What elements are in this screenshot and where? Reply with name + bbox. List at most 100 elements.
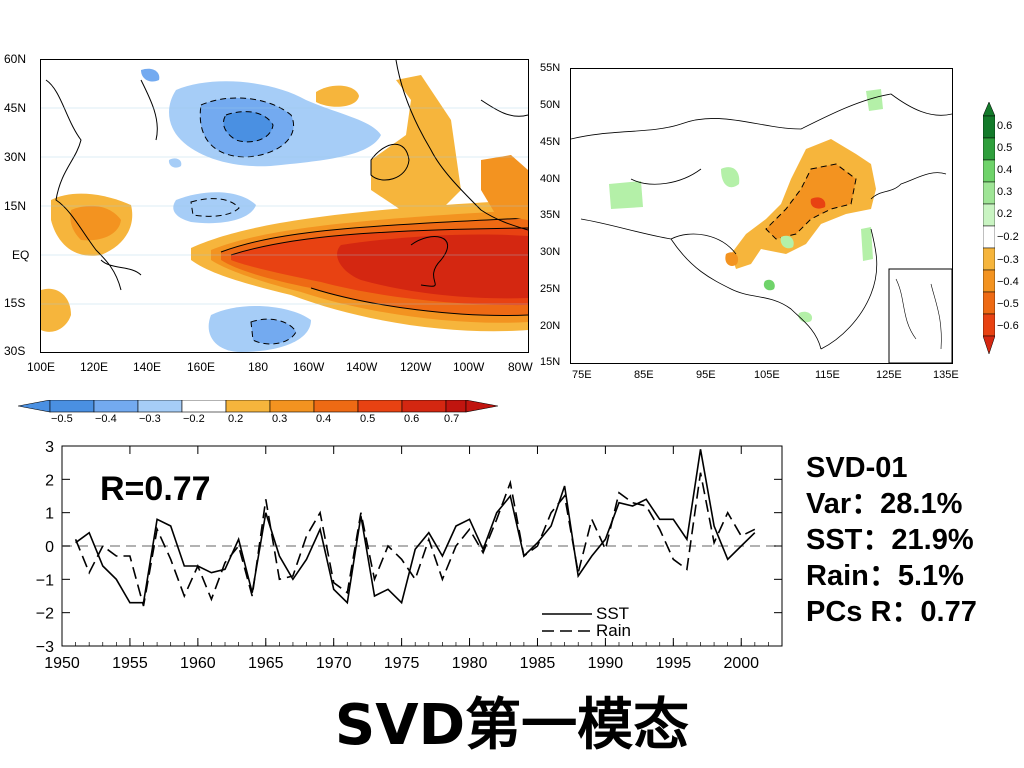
x-tick-label: 2000	[723, 655, 759, 672]
rain-neg-core	[810, 197, 826, 209]
series-line-rain	[74, 472, 756, 607]
rain-colorbar-label: −0.2	[997, 231, 1019, 243]
rain-map-xtick: 85E	[634, 369, 654, 381]
sst-map-xtick: 100E	[27, 360, 56, 374]
series-line-sst	[75, 449, 756, 605]
y-tick-label: −3	[36, 639, 54, 656]
page-title: SVD第一模态	[334, 693, 690, 758]
sst-map-xtick: 120W	[400, 360, 432, 374]
sst-colorbar-label: −0.5	[51, 413, 73, 425]
rain-neg-small	[725, 252, 739, 266]
rain-map	[570, 68, 953, 364]
rain-colorbar-label: −0.6	[997, 320, 1019, 332]
x-tick-label: 1985	[520, 655, 556, 672]
rain-map-ytick: 50N	[540, 99, 561, 111]
rain-pos-region	[866, 89, 883, 111]
rain-map-svg	[571, 89, 952, 363]
svd-var-label: Var：28.1%	[806, 488, 963, 520]
sst-colorbar-label: 0.5	[360, 413, 376, 425]
sst-pos-east-1	[481, 155, 528, 220]
rain-map-ytick: 55N	[540, 62, 561, 74]
rain-map-border	[571, 93, 952, 350]
rain-pos-region	[721, 167, 740, 188]
sst-neg-north-core	[223, 111, 273, 142]
sst-pos-coastal	[371, 75, 461, 210]
sst-map-ytick: 45N	[4, 101, 27, 115]
sst-map-ytick: EQ	[12, 248, 30, 262]
y-tick-label: 2	[45, 472, 54, 489]
sst-coastline-asia	[45, 79, 158, 291]
sst-colorbar-label: 0.7	[444, 413, 460, 425]
x-tick-label: 1975	[384, 655, 420, 672]
sst-neg-japan	[141, 68, 160, 82]
sst-coastline-america	[395, 60, 528, 231]
sst-map-xtick: 160E	[187, 360, 216, 374]
x-tick-label: 1960	[180, 655, 216, 672]
sst-pos-region-5	[337, 234, 528, 299]
y-tick-label: −1	[36, 572, 54, 589]
x-tick-label: 1955	[112, 655, 148, 672]
rain-map-xtick: 125E	[876, 369, 902, 381]
rain-map-ytick: 30N	[540, 246, 561, 258]
svd-rain-label: Rain：5.1%	[806, 560, 964, 592]
time-series-chart: 3 2 1 0 −1 −2 −3 1950 1955 1960 1965 1970 1975 1980 1…	[36, 439, 783, 672]
sst-pos-north	[316, 85, 359, 107]
sst-colorbar-label: −0.3	[139, 413, 161, 425]
rain-colorbar-label: −0.5	[997, 298, 1019, 310]
rain-map-xtick: 115E	[815, 369, 840, 381]
sst-map-ytick: 60N	[4, 52, 27, 66]
sst-map-ytick: 15S	[4, 296, 26, 310]
rain-map-ytick: 35N	[540, 209, 561, 221]
sst-map-xtick: 100W	[453, 360, 485, 374]
rain-colorbar	[983, 102, 995, 354]
rain-colorbar-label: 0.3	[997, 186, 1013, 198]
rain-map-coast	[870, 172, 947, 200]
y-tick-label: 1	[45, 506, 54, 523]
sst-neg-small	[168, 158, 182, 168]
sst-map-xtick: 140E	[133, 360, 162, 374]
rain-pos-region	[798, 311, 813, 323]
rain-map-xtick: 105E	[754, 369, 780, 381]
x-tick-label: 1950	[44, 655, 80, 672]
sst-map-ytick: 30S	[4, 344, 26, 358]
x-tick-label: 1995	[656, 655, 692, 672]
sst-map-xtick: 80W	[508, 360, 533, 374]
x-tick-label: 1965	[248, 655, 284, 672]
sst-pos-southwest	[41, 288, 71, 332]
sst-colorbar-label: −0.2	[183, 413, 205, 425]
sst-map-xtick: 120E	[80, 360, 109, 374]
rain-colorbar-label: −0.4	[997, 276, 1019, 288]
rain-pos-region	[609, 181, 643, 209]
rain-colorbar-label: 0.2	[997, 208, 1013, 220]
rain-map-ytick: 20N	[540, 320, 561, 332]
sst-colorbar-label: 0.3	[272, 413, 288, 425]
y-tick-label: 0	[45, 539, 54, 556]
x-tick-label: 1990	[588, 655, 624, 672]
rain-map-ytick: 15N	[540, 356, 561, 368]
rain-pos-region	[763, 279, 775, 291]
rain-colorbar-label: 0.5	[997, 142, 1013, 154]
correlation-annotation: R=0.77	[100, 470, 211, 508]
sst-map-ytick: 15N	[4, 199, 27, 213]
rain-pos-region	[780, 235, 794, 249]
rain-pos-region	[861, 227, 873, 261]
sst-map-svg	[41, 60, 528, 352]
rain-map-ytick: 45N	[540, 136, 561, 148]
sst-map-xtick: 140W	[346, 360, 378, 374]
x-tick-label: 1970	[316, 655, 352, 672]
rain-map-xtick: 95E	[696, 369, 716, 381]
legend-label-rain: Rain	[596, 621, 631, 640]
sst-colorbar	[18, 400, 498, 413]
x-tick-label: 1980	[452, 655, 488, 672]
y-tick-label: −2	[36, 606, 54, 623]
rain-map-xtick: 135E	[933, 369, 959, 381]
sst-neg-south-inner	[251, 319, 296, 344]
sst-colorbar-label: 0.2	[228, 413, 244, 425]
sst-map-xtick: 180	[248, 360, 269, 374]
rain-colorbar-label: 0.4	[997, 164, 1013, 176]
rain-map-ytick: 40N	[540, 173, 561, 185]
svd-mode-label: SVD-01	[806, 452, 908, 484]
rain-colorbar-label: 0.6	[997, 120, 1013, 132]
svd-stats: SVD-01 Var：28.1% SST：21.9% Rain：5.1% PCs…	[806, 450, 977, 630]
